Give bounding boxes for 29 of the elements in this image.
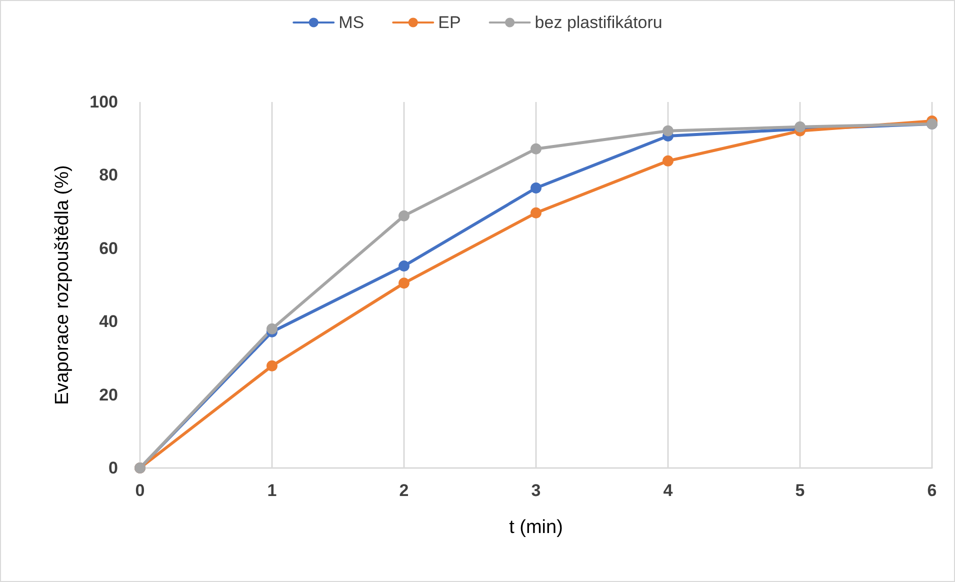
y-tick-label: 0 [108,458,118,478]
point [398,210,410,222]
legend-label: bez plastifikátoru [534,13,662,32]
point [530,207,542,218]
point [398,260,410,272]
legend-label: MS [338,13,364,32]
y-tick-label: 20 [99,385,118,404]
x-tick-label: 5 [795,481,805,500]
point [662,155,674,166]
x-tick-label: 1 [267,481,277,500]
point [266,360,278,372]
point [530,182,542,194]
x-tick-label: 3 [531,481,541,500]
y-tick-label: 100 [90,92,118,112]
y-tick-label: 40 [99,312,118,332]
x-tick-label: 4 [663,481,674,500]
point [662,125,674,136]
y-axis-title: Evaporace rozpouštědla (%) [52,165,73,405]
point [266,323,278,334]
y-tick-label: 60 [99,238,118,258]
x-tick-label: 6 [927,481,937,500]
x-tick-label: 2 [399,481,409,500]
x-axis-title: t (min) [509,517,563,538]
legend-label: EP [438,13,461,32]
y-tick-label: 80 [99,166,118,185]
point [530,143,542,154]
x-tick-label: 0 [135,481,145,500]
point [398,278,410,289]
point [794,121,806,132]
